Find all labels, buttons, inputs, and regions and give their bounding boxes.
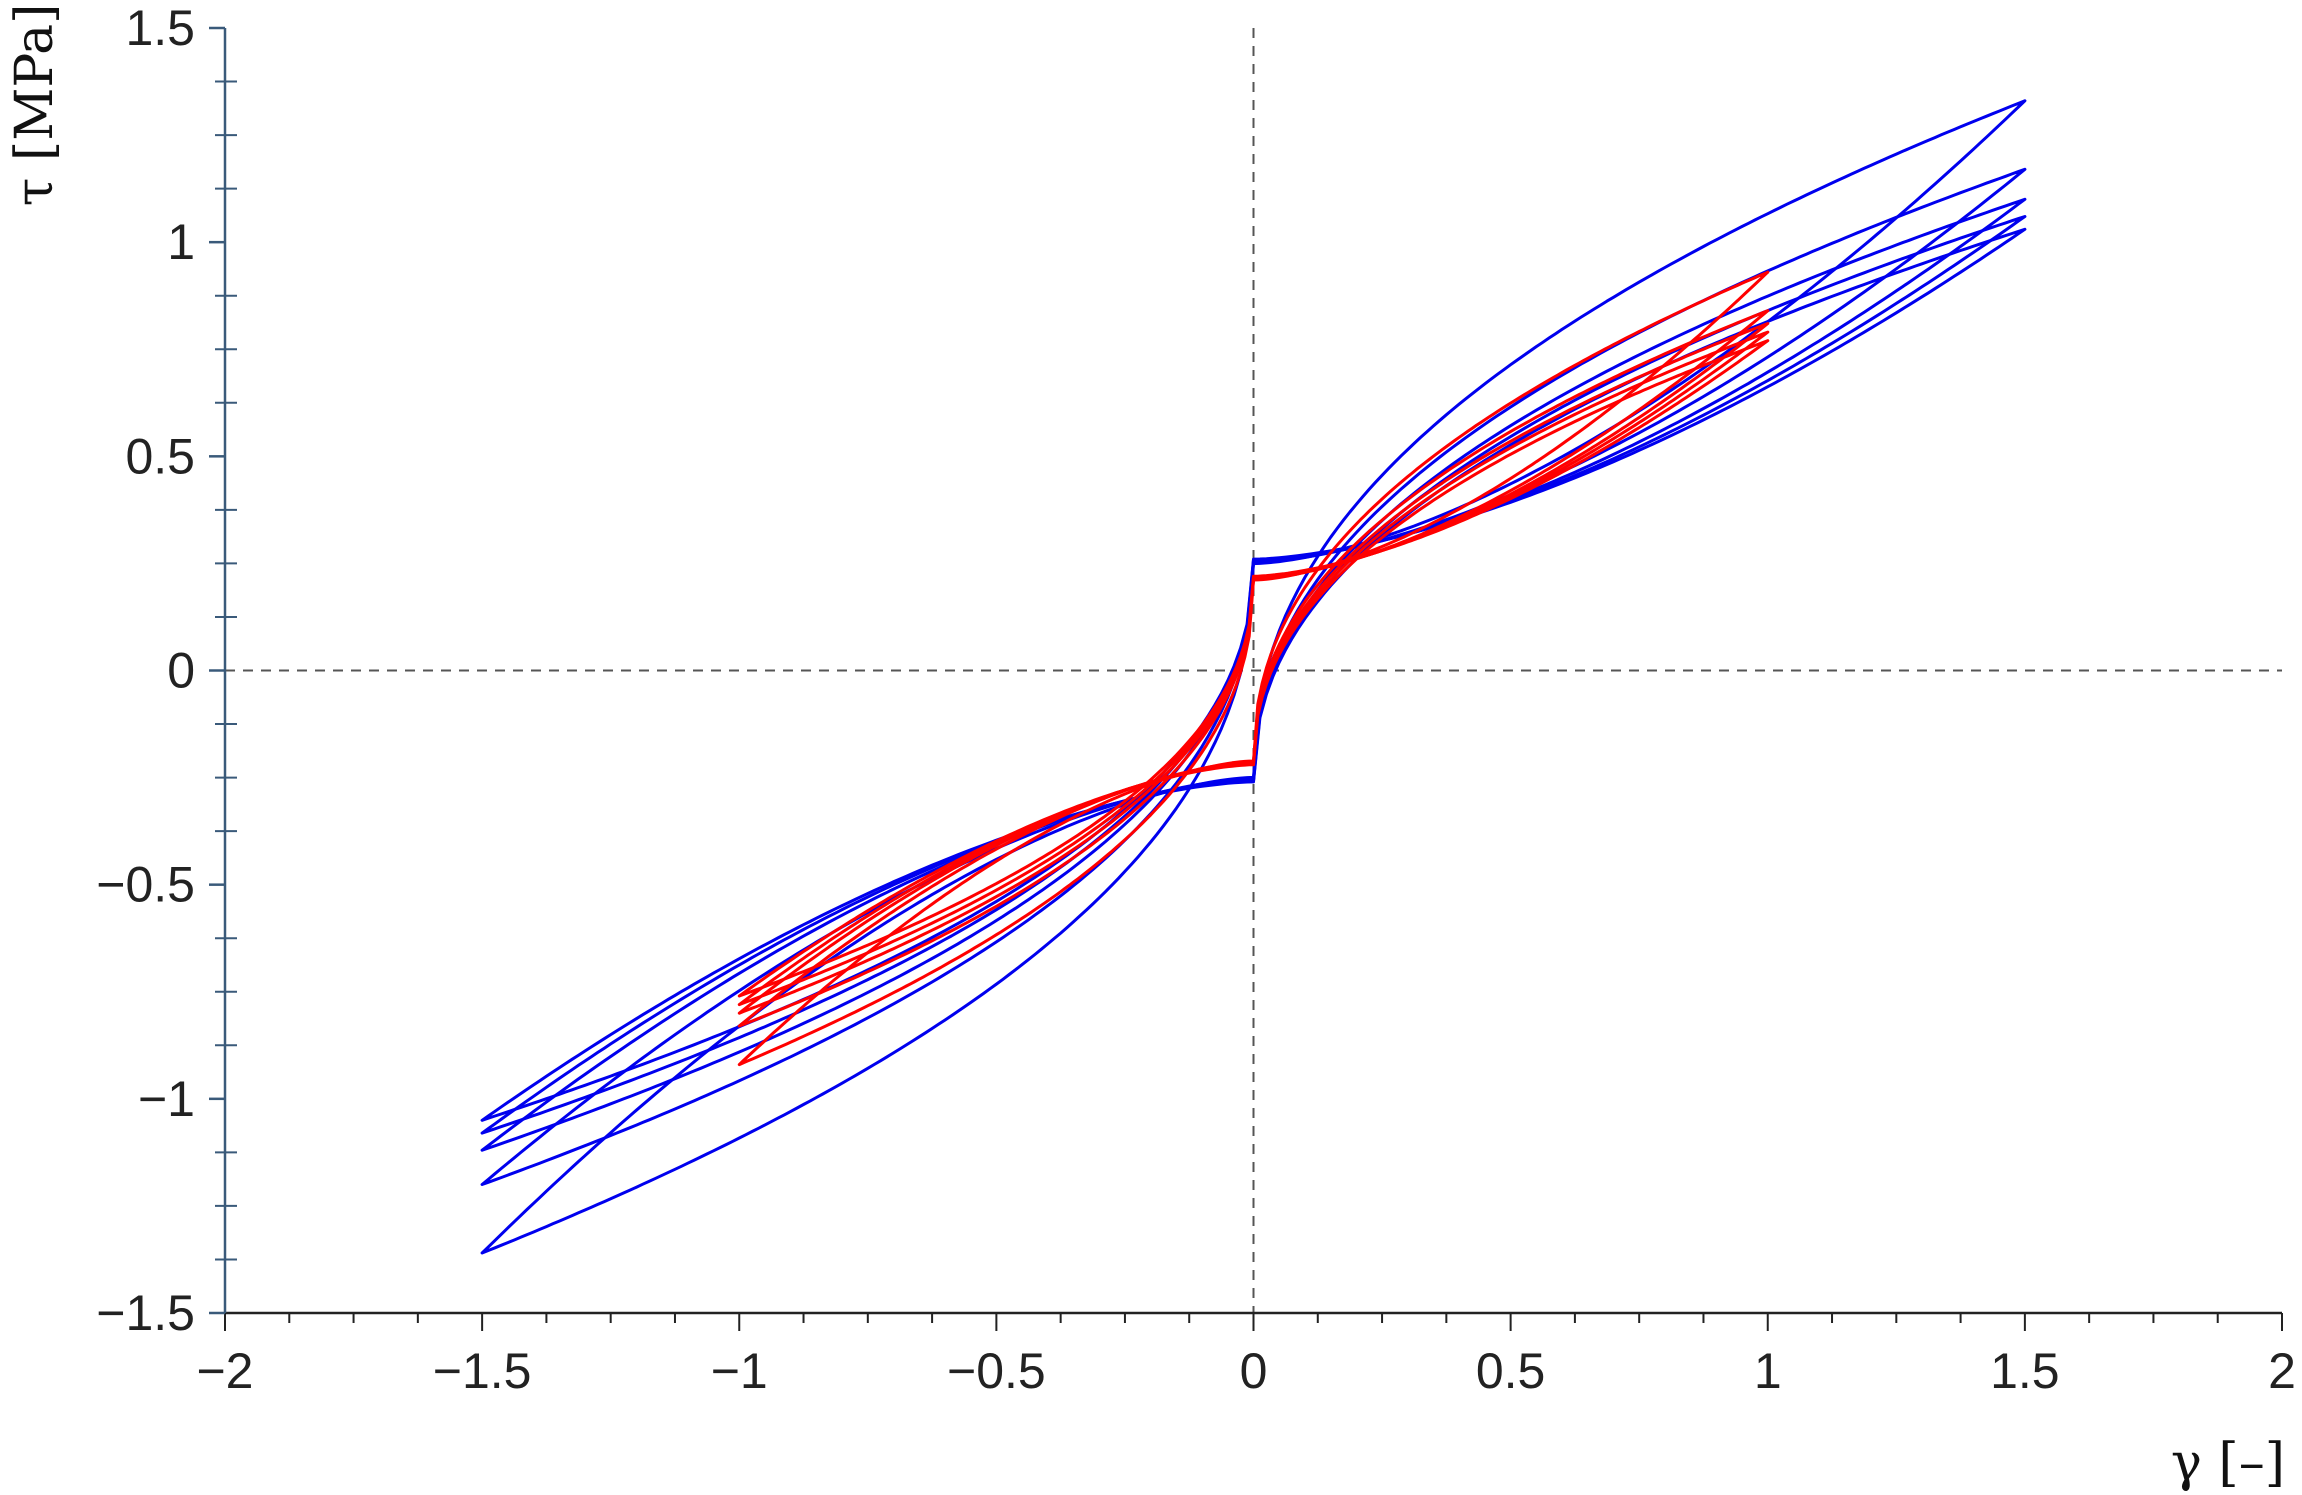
x-tick-label: −1.5	[433, 1343, 532, 1399]
y-tick-label: 1	[167, 214, 195, 270]
x-tick-label: −2	[196, 1343, 253, 1399]
x-tick-label: 0	[1240, 1343, 1268, 1399]
x-tick-label: −1	[711, 1343, 768, 1399]
x-tick-label: 2	[2268, 1343, 2296, 1399]
y-tick-label: 0.5	[125, 428, 195, 484]
hysteresis-loop-red-5	[737, 339, 1770, 998]
plot-area: −2 −1.5 −1 −0.5 0 0.5 1 1.5 2−1.5−1−0.500.511.5	[96, 0, 2296, 1399]
y-tick-label: 1.5	[125, 0, 195, 56]
x-tick-label: 1	[1754, 1343, 1782, 1399]
y-tick-label: −1	[138, 1071, 195, 1127]
y-tick-label: 0	[167, 643, 195, 699]
x-axis-title: γ [–]	[2171, 1433, 2285, 1493]
x-tick-label: −0.5	[947, 1343, 1046, 1399]
y-axis-title: τ [MPa]	[5, 4, 65, 207]
y-tick-label: −1.5	[96, 1285, 195, 1341]
x-tick-label: 1.5	[1990, 1343, 2060, 1399]
y-tick-label: −0.5	[96, 857, 195, 913]
hysteresis-loop-red-1	[737, 270, 1770, 1067]
x-tick-label: 0.5	[1476, 1343, 1546, 1399]
